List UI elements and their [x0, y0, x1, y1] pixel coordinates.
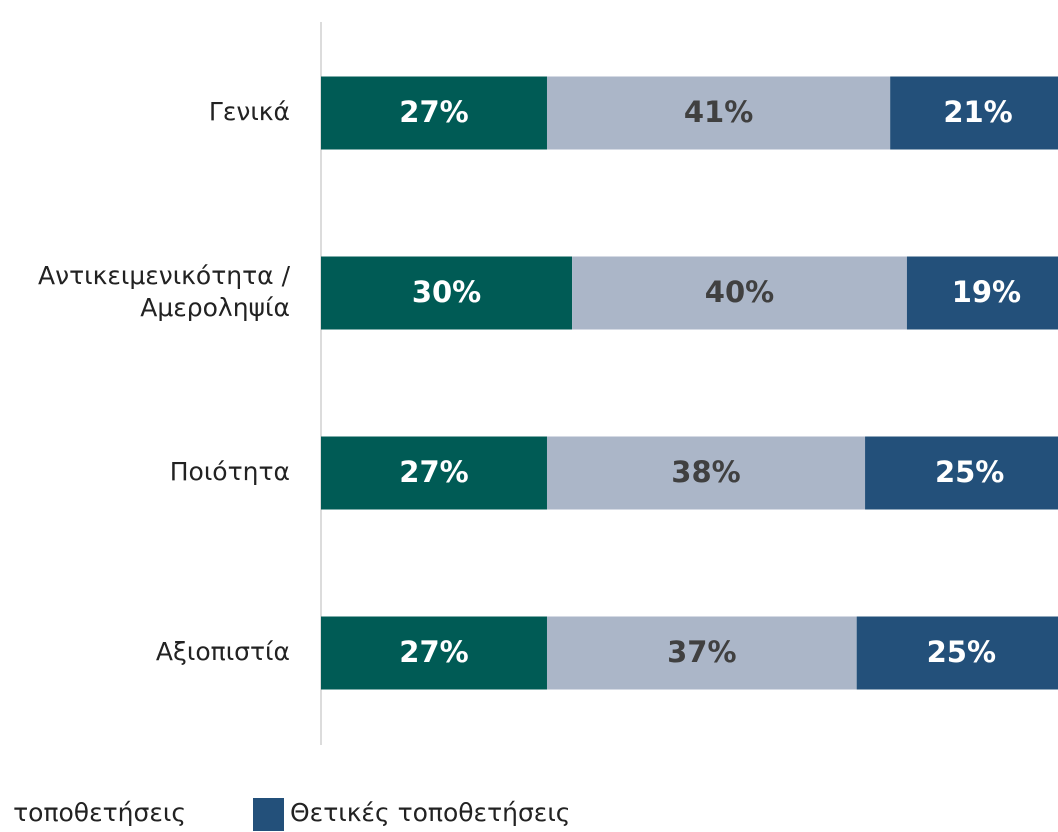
value-label: 27%: [399, 455, 468, 489]
category-label: Γενικά: [209, 97, 290, 126]
legend-label: τοποθετήσεις: [13, 798, 186, 827]
bar-segment: [546, 76, 891, 150]
bar-segment: [546, 436, 866, 510]
legend-swatch: [253, 798, 284, 831]
value-label: 38%: [671, 455, 740, 489]
value-label: 27%: [399, 635, 468, 669]
bar-segment: [890, 76, 1058, 150]
value-label: 41%: [684, 95, 753, 129]
value-label: 40%: [705, 275, 774, 309]
category-label: Αξιοπιστία: [156, 637, 290, 666]
bar-segment: [321, 616, 547, 690]
category-label: Ποιότητα: [170, 457, 290, 486]
bar-segment: [321, 256, 573, 330]
value-label: 19%: [952, 275, 1021, 309]
value-label: 37%: [667, 635, 736, 669]
value-label: 21%: [943, 95, 1012, 129]
category-label: Αμεροληψία: [140, 293, 290, 322]
bar-segment: [572, 256, 907, 330]
bar-segment: [546, 616, 857, 690]
bar-segment: [321, 436, 547, 510]
bar-segment: [865, 436, 1058, 510]
value-label: 25%: [935, 455, 1004, 489]
bar-segment: [856, 616, 1058, 690]
value-label: 27%: [399, 95, 468, 129]
value-label: 25%: [927, 635, 996, 669]
bar-segment: [321, 76, 547, 150]
bar-segment: [906, 256, 1058, 330]
value-label: 30%: [412, 275, 481, 309]
legend-label: Θετικές τοποθετήσεις: [290, 798, 570, 827]
category-label: Αντικειμενικότητα /: [38, 261, 291, 290]
